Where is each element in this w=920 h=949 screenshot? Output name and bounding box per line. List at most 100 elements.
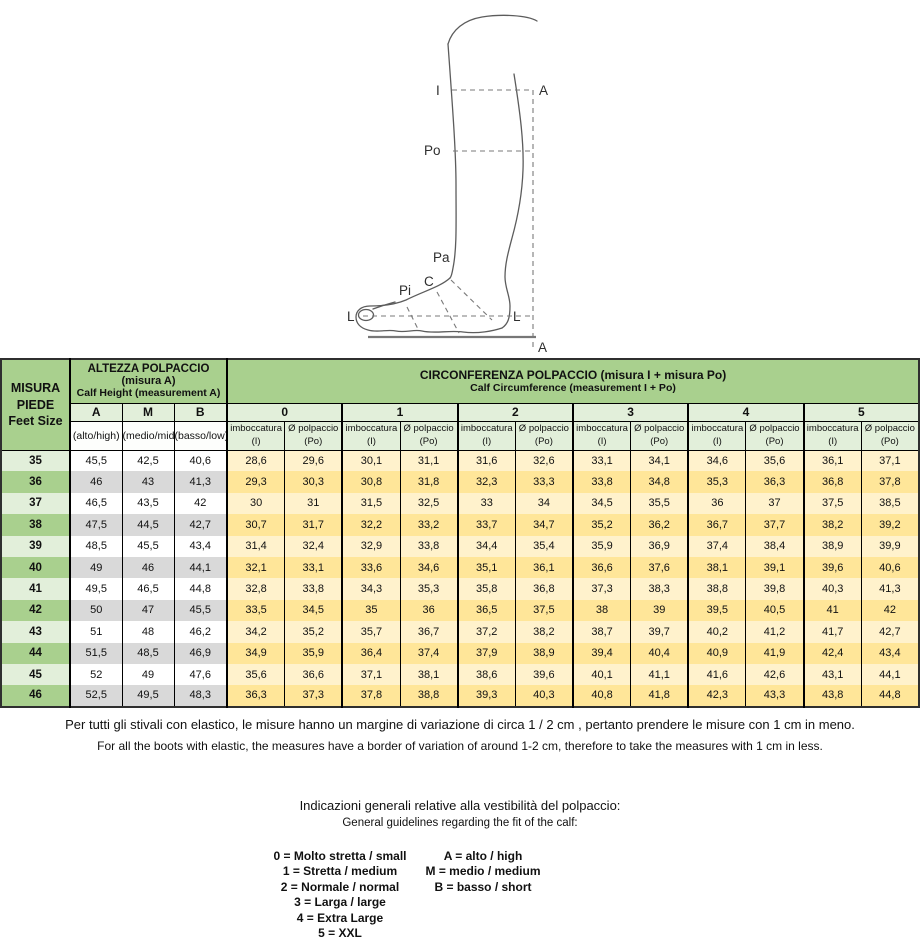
calf-circumference-cell: 39,1 (745, 556, 805, 579)
calf-circumference-cell: 37,5 (802, 492, 862, 515)
calf-circumference-cell: 36,8 (802, 471, 862, 493)
calf-height-cell: 47,5 (69, 514, 123, 536)
calf-fit-legend: 0 = Molto stretta / small 1 = Stretta / m… (213, 849, 467, 942)
calf-circumference-cell: 41,6 (687, 663, 747, 686)
calf-circumference-cell: 32,8 (226, 578, 286, 600)
calf-circumference-cell: 39,8 (745, 578, 805, 600)
calf-circumference-cell: 41,9 (745, 642, 805, 664)
calf-height-cell: 52,5 (69, 685, 123, 707)
calf-height-title: ALTEZZA POLPACCIO (87, 363, 210, 376)
calf-circumference-cell: 40,3 (514, 685, 574, 707)
calf-circumference-cell: 35,9 (284, 642, 343, 664)
calf-circumference-cell: 38,9 (802, 535, 862, 557)
calf-circumference-cell: 35,7 (341, 621, 401, 643)
calf-height-cell: 49,5 (121, 685, 175, 707)
calf-circumference-cell: 33,1 (571, 450, 632, 472)
calf-circumference-cell: 37,6 (630, 556, 689, 579)
calf-circumference-cell: 34,3 (341, 578, 401, 600)
calf-circumference-cell: 34,6 (399, 556, 459, 579)
fit-legend-item: 1 = Stretta / medium (282, 864, 398, 879)
calf-circumference-cell: 37,8 (341, 685, 401, 707)
calf-circumference-cell: 32,4 (284, 535, 343, 557)
fit-group-header-0: 0 (226, 402, 343, 422)
calf-circumference-cell: 38,6 (456, 663, 516, 686)
calf-height-cell: 43 (121, 471, 175, 493)
calf-circumference-cell: 39 (630, 599, 689, 622)
calf-circumference-cell: 36,7 (687, 514, 747, 536)
note-italian: Per tutti gli stivali con elastico, le m… (65, 716, 855, 732)
calf-circumference-cell: 40,8 (571, 685, 632, 707)
calf-circumference-cell: 37,7 (745, 514, 805, 536)
calf-circumference-subtitle: Calf Circumference (measurement I + Po) (470, 382, 676, 395)
size-row-39: 39 48,5 45,5 43,4 31,4 32,4 32,9 33,8 34,4 35,4 35… (0, 535, 920, 557)
size-row-38: 38 47,5 44,5 42,7 30,7 31,7 32,2 33,2 33,7 34,7 35… (0, 514, 920, 536)
calf-circumference-cell: 36 (687, 492, 747, 515)
calf-circumference-cell: 39,6 (514, 663, 574, 686)
note-english: For all the boots with elastic, the meas… (97, 738, 823, 753)
calf-height-cell: 46,2 (173, 621, 228, 643)
calf-circumference-cell: 36,5 (456, 599, 516, 622)
calf-circumference-cell: 35,6 (745, 450, 805, 472)
height-legend-item: M = medio / medium (425, 864, 541, 879)
calf-circumference-cell: 36,6 (284, 663, 343, 686)
polpaccio-header-0: Ø polpaccio (Po) (284, 420, 343, 451)
table-header-row-1: MISURA PIEDE Feet Size ALTEZZA POLPACCIO… (0, 358, 920, 451)
calf-circumference-cell: 36,9 (630, 535, 689, 557)
calf-circumference-cell: 36,1 (514, 556, 574, 579)
calf-height-legend: A = alto / high M = medio / medium B = bas… (385, 849, 581, 896)
calf-height-cell: 52 (69, 663, 123, 686)
feet-size-cell: 39 (0, 535, 71, 557)
leg-outline (355, 14, 538, 334)
imboccatura-header-4: imboccatura (I) (687, 420, 747, 451)
fit-legend: Indicazioni generali relative alla vesti… (0, 798, 920, 948)
calf-circumference-cell: 35,3 (687, 471, 747, 493)
fit-group-header-4: 4 (687, 402, 805, 422)
calf-height-cell: 46,5 (121, 578, 175, 600)
calf-circumference-cell: 37,5 (514, 599, 574, 622)
fit-legend-item: 5 = XXL (318, 926, 362, 941)
fit-legend-item: 4 = Extra Large (296, 910, 384, 925)
calf-circumference-cell: 30,8 (341, 471, 401, 493)
calf-circumference-cell: 34,1 (630, 450, 689, 472)
calf-height-cell: 42,7 (173, 514, 228, 536)
leg-diagram-svg: I A Po Pa C Pi L L A (347, 14, 548, 355)
calf-circumference-cell: 36,7 (399, 621, 459, 643)
table-header-row-3: (alto/high) (medio/mid) (basso/low) imbo… (1, 420, 920, 451)
elastic-notes: Per tutti gli stivali con elastico, le m… (0, 717, 920, 753)
fit-group-header-3: 3 (571, 402, 689, 422)
calf-circumference-cell: 38,4 (745, 535, 805, 557)
calf-height-cell: 46,9 (173, 642, 228, 664)
calf-circumference-cell: 38,2 (802, 514, 862, 536)
size-table-body: 35 45,5 42,5 40,6 28,6 29,6 30,1 31,1 31,6 32,6 33… (0, 450, 920, 707)
label-l-left: L (347, 309, 355, 324)
calf-circumference-cell: 31 (284, 492, 343, 515)
calf-circumference-cell: 39,4 (571, 642, 632, 664)
feet-size-cell: 44 (0, 642, 71, 664)
calf-circumference-cell: 32,6 (514, 450, 574, 472)
calf-circumference-cell: 35,2 (284, 621, 343, 643)
height-legend-item: A = alto / high (443, 848, 523, 863)
calf-height-cell: 44,8 (173, 578, 228, 600)
legend-title-english: General guidelines regarding the fit of … (342, 816, 578, 829)
label-height-a-top: A (539, 83, 548, 98)
calf-circumference-cell: 42,7 (860, 621, 920, 643)
calf-circumference-cell: 35,2 (571, 514, 632, 536)
measurement-dashed-lines (363, 89, 534, 347)
calf-circumference-cell: 33,1 (284, 556, 343, 579)
calf-circumference-cell: 38,2 (514, 621, 574, 643)
calf-height-cell: 49,5 (69, 578, 123, 600)
calf-circumference-cell: 38,7 (571, 621, 632, 643)
calf-circumference-cell: 37,1 (860, 450, 920, 472)
imboccatura-header-0: imboccatura (I) (226, 420, 286, 451)
calf-circumference-cell: 41,3 (860, 578, 920, 600)
calf-circumference-cell: 41 (802, 599, 862, 622)
calf-circumference-cell: 32,3 (456, 471, 516, 493)
polpaccio-header-1: Ø polpaccio (Po) (399, 420, 459, 451)
calf-circumference-cell: 38,1 (687, 556, 747, 579)
size-row-37: 37 46,5 43,5 42 30 31 31,5 32,5 33 34 34,5 35,5 36 37… (0, 492, 920, 515)
feet-size-cell: 35 (0, 450, 71, 472)
calf-height-cell: 44,1 (173, 556, 228, 579)
feet-size-line3: Feet Size (8, 414, 63, 428)
calf-circumference-cell: 40,5 (745, 599, 805, 622)
calf-circumference-cell: 43,3 (745, 685, 805, 707)
